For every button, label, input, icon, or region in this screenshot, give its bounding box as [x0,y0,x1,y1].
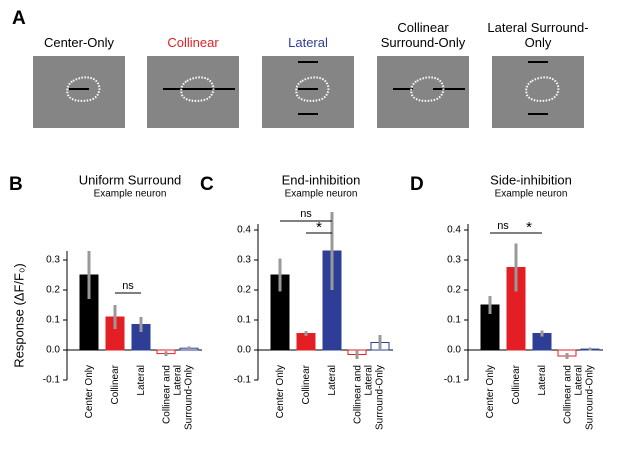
y-tick-label: 0.4 [237,225,251,236]
chart-title: Side-inhibition [490,172,572,187]
rf-outline [525,76,560,102]
y-tick-label: 0.1 [447,315,461,326]
stimulus [492,56,584,128]
significance-label: * [526,219,532,236]
stimulus-label: Collinear Surround-Only [380,20,466,50]
y-tick-label: -0.1 [234,375,252,386]
chart-subtitle: Example neuron [285,189,358,200]
stimulus-label: Center-Only [43,35,115,50]
stimulus-label: Lateral [288,35,328,50]
y-tick-label: 0.0 [46,345,60,356]
x-tick-label: Lateral [326,365,338,396]
chart-title: End-inhibition [282,172,361,187]
rf-outline [410,76,445,102]
y-tick-label: 0.0 [447,345,461,356]
rf-outline [180,76,215,102]
x-tick-label: Lateral [135,365,147,396]
panel-letter: D [410,174,424,195]
panel-letter: B [9,174,23,195]
chart-title: Uniform Surround [79,172,182,187]
y-tick-label: 0.4 [447,225,461,236]
stimulus [262,56,354,128]
y-tick-label: -0.1 [43,375,61,386]
stimulus-background [33,56,125,128]
significance-label: ns [122,280,134,292]
chart-subtitle: Example neuron [94,189,167,200]
panel-letter: C [200,174,214,195]
x-tick-label: Collinear and Lateral Surround-Only [161,365,194,431]
stimulus-background [377,56,469,128]
stimulus-label: Collinear [167,35,219,50]
y-tick-label: 0.3 [447,255,461,266]
x-tick-label: Collinear and Lateral Surround-Only [352,365,385,431]
stimulus-background [262,56,354,128]
rf-outline [295,76,330,102]
x-tick-label: Collinear and Lateral Surround-Only [562,365,595,431]
stimulus [377,56,469,128]
significance-label: ns [497,220,509,232]
y-tick-label: 0.1 [46,315,60,326]
bar [296,333,316,351]
panel-letter: A [12,8,26,29]
y-tick-label: 0.2 [237,285,251,296]
y-tick-label: 0.3 [46,255,60,266]
y-tick-label: 0.0 [237,345,251,356]
chart-subtitle: Example neuron [495,189,568,200]
y-axis-label: Response (ΔF/F₀) [11,263,26,367]
x-tick-label: Lateral [536,365,548,396]
y-tick-label: 0.2 [46,285,60,296]
significance-label: * [316,219,322,236]
rf-outline [66,76,101,102]
stimulus-background [147,56,239,128]
stimulus [33,56,125,128]
stimulus-background [492,56,584,128]
y-tick-label: 0.2 [447,285,461,296]
stimulus [147,56,239,128]
y-tick-label: 0.1 [237,315,251,326]
stimulus-label: Lateral Surround-Only [487,20,589,50]
y-tick-label: -0.1 [444,375,462,386]
significance-label: ns [300,208,312,220]
y-tick-label: 0.3 [237,255,251,266]
